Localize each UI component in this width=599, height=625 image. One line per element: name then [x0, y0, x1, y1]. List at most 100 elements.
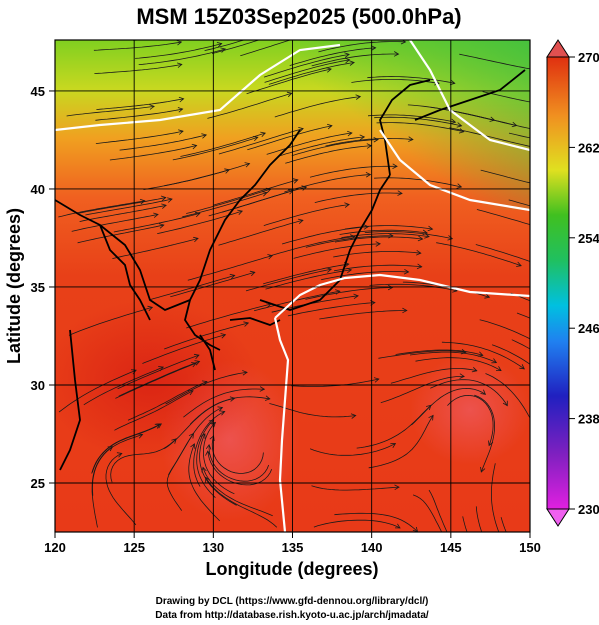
streamline-arrow — [243, 321, 250, 327]
streamline — [58, 200, 145, 218]
streamline-arrow — [344, 52, 350, 58]
streamline — [93, 41, 182, 51]
streamline-arrow — [477, 351, 484, 357]
colorbar-tick-label: 254 — [578, 231, 599, 246]
streamline — [341, 233, 430, 239]
streamline — [411, 387, 486, 426]
streamline — [334, 264, 422, 272]
streamline-arrow — [237, 209, 243, 215]
streamline-arrow — [161, 203, 167, 209]
colorbar-tick-label: 270 — [578, 50, 599, 65]
streamline-arrow — [191, 362, 197, 368]
streamline — [180, 132, 266, 157]
streamline-arrow — [267, 254, 274, 260]
y-tick-label: 35 — [31, 280, 45, 295]
streamline-arrow — [249, 270, 256, 277]
streamline-arrow — [326, 123, 333, 130]
streamline — [79, 197, 166, 214]
streamline-arrow — [375, 241, 381, 247]
streamline — [83, 366, 164, 406]
colorbar: 230 238 246 254 262 270 — [546, 39, 599, 527]
streamline — [508, 199, 530, 207]
streamline-arrow — [459, 373, 465, 379]
streamline-arrow — [370, 45, 377, 51]
streamline — [475, 244, 530, 262]
coastlines — [55, 69, 526, 471]
streamline-arrow — [176, 40, 183, 46]
y-tick-label: 30 — [31, 378, 45, 393]
streamline — [117, 354, 200, 390]
streamline-arrow — [416, 263, 423, 270]
x-tick-label: 145 — [440, 540, 462, 555]
streamline-arrow — [349, 60, 355, 66]
streamline — [113, 213, 200, 233]
streamline — [188, 443, 220, 522]
streamline-arrow — [149, 104, 155, 110]
streamline — [475, 506, 483, 532]
streamline-arrow — [160, 195, 167, 202]
streamline-arrow — [516, 261, 522, 267]
streamline-arrow — [353, 293, 359, 300]
streamline-arrow — [220, 47, 227, 53]
y-tick-label: 45 — [31, 84, 45, 99]
colorbar-ramp — [546, 56, 570, 510]
streamline-arrow — [191, 143, 198, 150]
streamline-arrow — [344, 57, 351, 64]
streamline — [218, 128, 304, 155]
streamline — [96, 98, 184, 110]
streamlines — [58, 40, 542, 594]
streamline-arrow — [408, 136, 414, 142]
streamline — [138, 48, 226, 65]
warm-region — [55, 300, 260, 460]
streamline — [118, 361, 200, 397]
streamline-arrow — [326, 67, 332, 73]
streamline — [268, 62, 355, 85]
streamline — [511, 339, 530, 350]
streamline-arrow — [422, 229, 429, 236]
streamline-arrow — [153, 212, 159, 218]
streamline-arrow — [229, 273, 236, 280]
streamline — [105, 453, 137, 526]
streamline — [480, 169, 530, 184]
colorbar-upper-arrow — [546, 39, 570, 58]
streamline — [66, 106, 155, 117]
streamline-arrow — [158, 223, 165, 229]
streamline-arrow — [365, 172, 372, 178]
streamline — [91, 423, 160, 474]
streamline — [263, 263, 349, 285]
streamline — [112, 238, 199, 259]
streamline — [143, 169, 230, 190]
streamline — [390, 368, 477, 384]
streamline — [213, 179, 298, 206]
streamline — [334, 512, 418, 532]
streamline — [378, 350, 466, 359]
streamline-arrow — [508, 580, 513, 585]
streamline — [459, 53, 530, 70]
streamline-arrow — [449, 79, 456, 86]
streamline-arrow — [416, 249, 422, 256]
streamline — [114, 390, 194, 431]
streamline-arrow — [499, 589, 504, 594]
streamline — [447, 394, 494, 446]
streamline — [186, 303, 271, 329]
streamline — [311, 485, 400, 491]
colorbar-tick-label: 246 — [578, 321, 599, 336]
streamline — [490, 463, 500, 532]
streamline — [380, 376, 465, 404]
streamline — [334, 236, 423, 243]
streamline-arrow — [298, 127, 304, 133]
streamline — [58, 369, 137, 413]
streamline-arrow — [537, 128, 542, 133]
streamline — [91, 446, 113, 528]
streamline — [313, 519, 401, 529]
streamline — [247, 125, 332, 151]
streamline — [287, 302, 375, 317]
streamline — [266, 132, 352, 155]
streamline — [165, 371, 248, 405]
streamline-arrow — [217, 406, 224, 412]
gridlines — [55, 40, 530, 532]
streamline-arrow — [242, 370, 248, 376]
streamline-arrow — [116, 452, 123, 458]
streamline — [240, 40, 292, 57]
streamline — [149, 275, 235, 300]
